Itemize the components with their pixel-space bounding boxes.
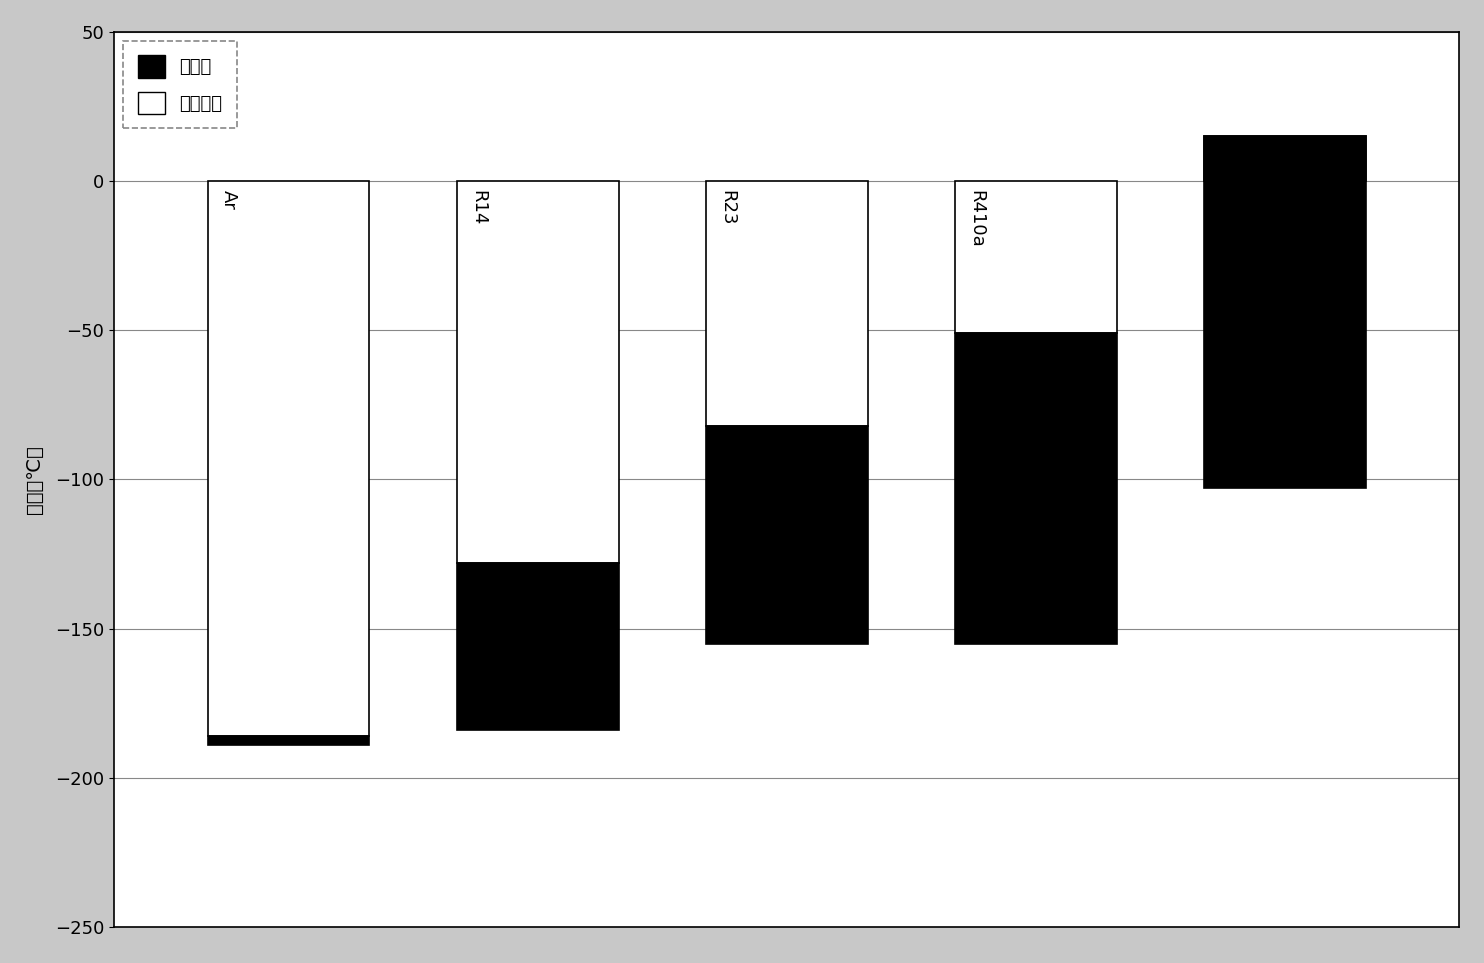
Bar: [1204, 137, 1365, 181]
Text: R23: R23: [718, 190, 736, 225]
Bar: [457, 563, 619, 730]
Text: Ar: Ar: [220, 190, 237, 210]
Bar: [208, 736, 370, 745]
Bar: [208, 181, 370, 736]
Bar: [954, 181, 1116, 333]
Bar: [457, 181, 619, 563]
Text: R14: R14: [469, 190, 487, 225]
Bar: [706, 181, 868, 426]
Y-axis label: 温度（℃）: 温度（℃）: [25, 445, 45, 514]
Text: R245fa: R245fa: [1217, 190, 1235, 254]
Bar: [1204, 137, 1365, 488]
Bar: [954, 333, 1116, 643]
Legend: 凝固点, 正常沸点: 凝固点, 正常沸点: [123, 41, 236, 128]
Bar: [706, 426, 868, 643]
Text: R410a: R410a: [968, 190, 985, 247]
